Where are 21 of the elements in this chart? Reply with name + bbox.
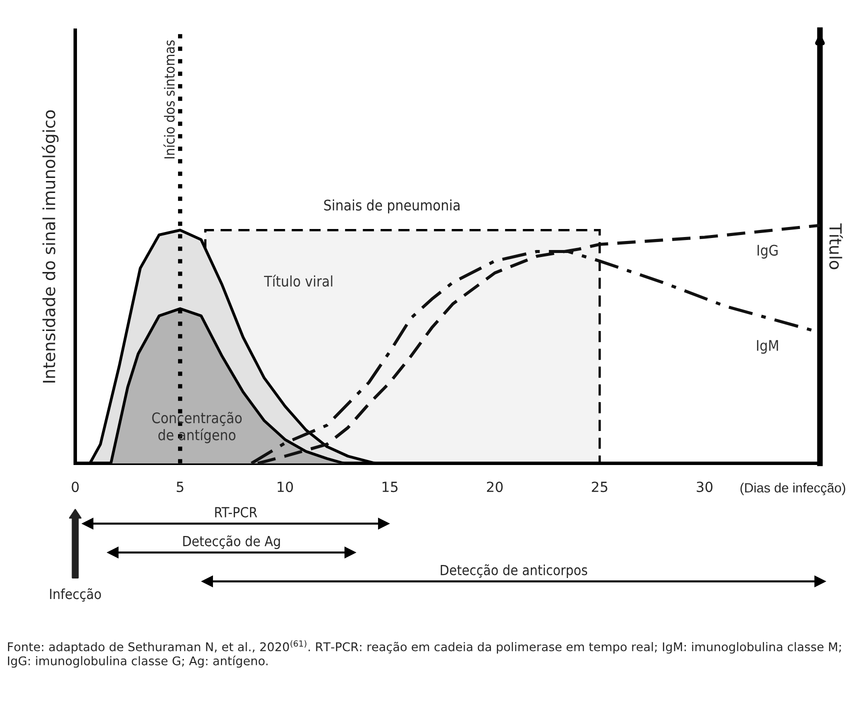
x-tick-label: 15 xyxy=(382,482,398,492)
x-tick-label: 30 xyxy=(696,482,712,492)
series-label: Concentração de antígeno xyxy=(152,412,242,444)
series-label: IgM xyxy=(757,340,778,354)
x-tick-label: 5 xyxy=(176,482,184,492)
x-tick-label: 25 xyxy=(592,482,608,492)
x-tick-label: 0 xyxy=(72,482,79,492)
text: Título viral xyxy=(264,274,332,287)
y-tick-label: Detecção de Ag xyxy=(183,535,280,550)
y-axis-title: Intensidade do sinal imunológico xyxy=(42,110,59,382)
text: Fonte: adaptado de Sethuraman N, et al., 2020$^{(61)}$. RT-PCR: reação em cadeia da polimerase em tempo real; IgM: imunoglobulina classe M; IgG: imunoglobulina classe G; Ag: antígeno. xyxy=(8,640,841,668)
x-axis-title: (Dias de infecção) xyxy=(740,482,846,496)
y-tick-label: RT-PCR xyxy=(215,506,258,518)
ref-line-label: Início dos sintomas xyxy=(163,40,175,158)
y2-axis-title: Título xyxy=(829,223,843,270)
series-label: IgG xyxy=(758,244,778,259)
band-label: Sinais de pneumonia xyxy=(324,199,460,214)
x-tick-label: 10 xyxy=(278,482,293,492)
x-tick-label: 20 xyxy=(486,482,503,492)
y-tick-label: Detecção de anticorpos xyxy=(440,564,588,578)
annotation: Infecção xyxy=(50,588,101,602)
